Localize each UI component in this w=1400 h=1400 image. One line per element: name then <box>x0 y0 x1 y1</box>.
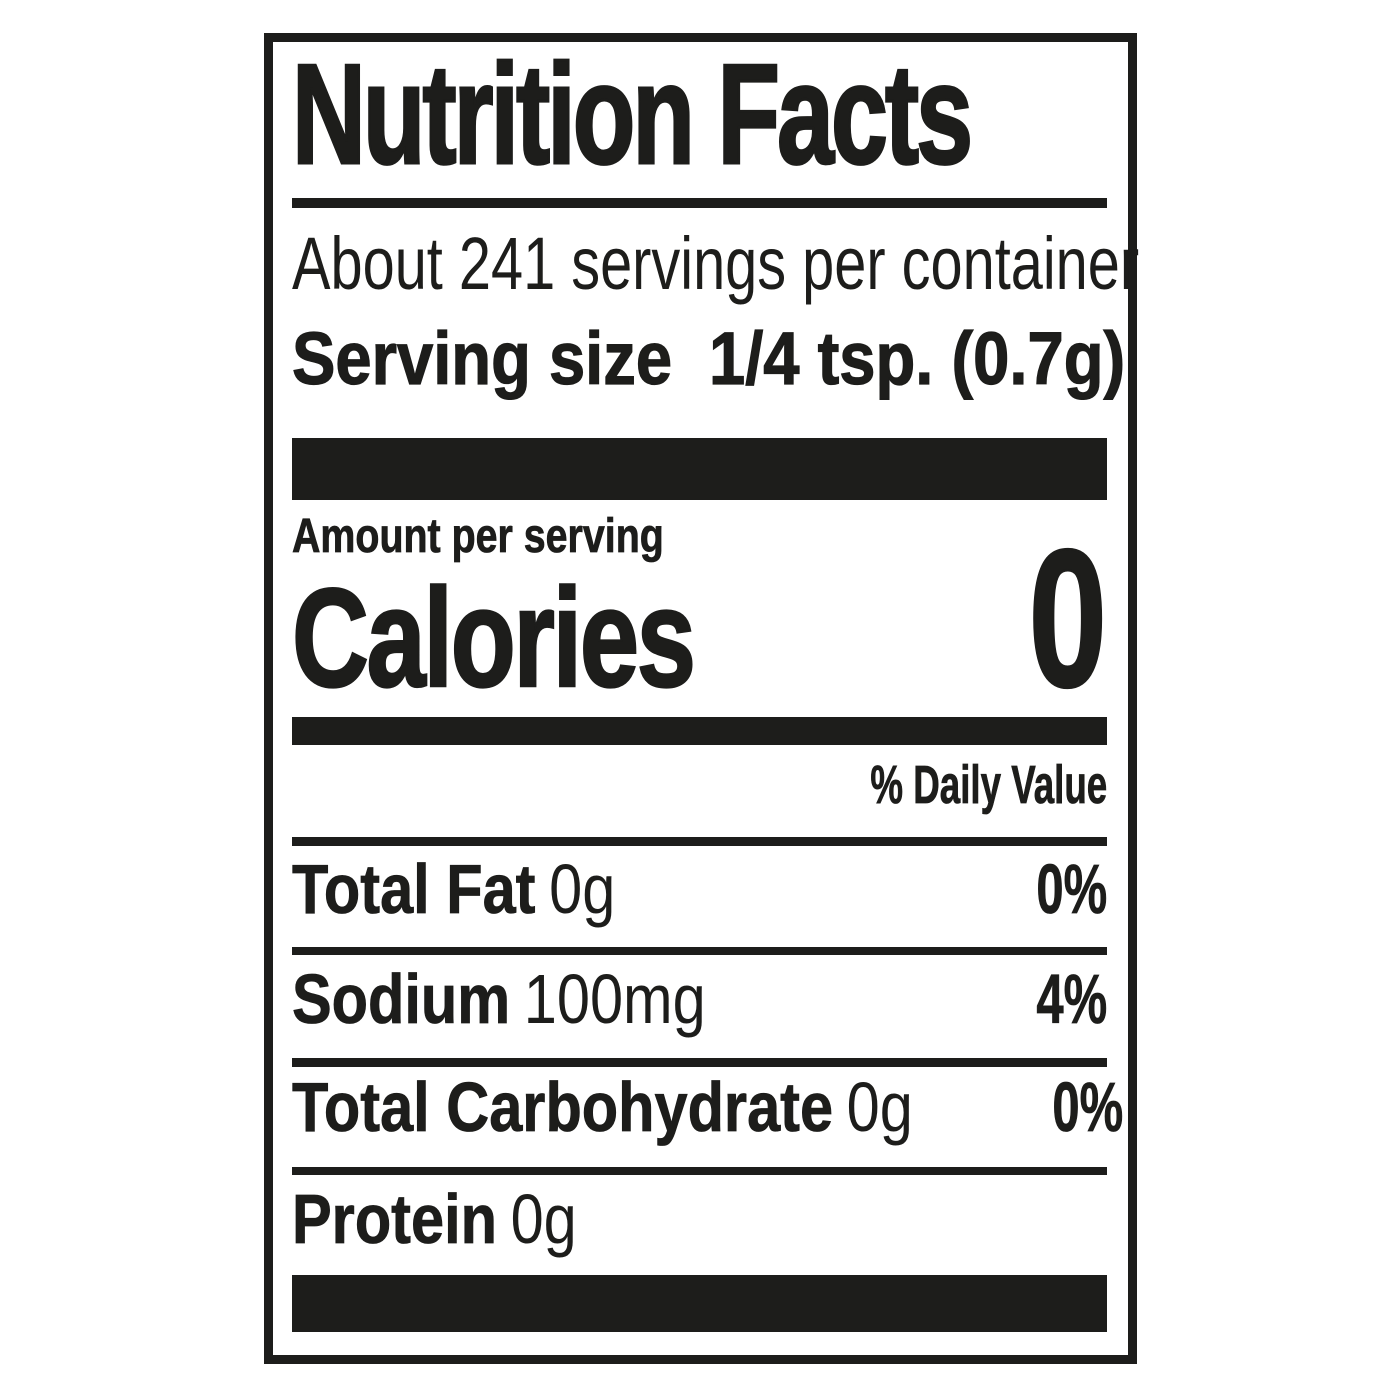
calories-row: Calories 0 <box>291 509 1108 728</box>
serving-size-row: Serving size 1/4 tsp. (0.7g) <box>291 321 1125 396</box>
nutrient-amount: 0g <box>846 1068 913 1146</box>
amount-per-serving-block: Amount per serving <box>292 510 1107 563</box>
nutrient-amount: 100mg <box>523 960 706 1038</box>
nutrition-facts-label: Nutrition Facts About 241 servings per c… <box>264 33 1139 1364</box>
row-separator <box>292 1058 1107 1067</box>
title-rule <box>292 198 1107 208</box>
nutrient-row-protein: Protein 0g <box>292 1184 1107 1255</box>
row-separator <box>292 947 1107 955</box>
serving-size-value: 1/4 tsp. (0.7g) <box>708 317 1126 400</box>
nutrient-name: Total Carbohydrate <box>292 1068 834 1146</box>
nutrient-name: Protein <box>292 1180 498 1258</box>
daily-value-rule <box>292 837 1107 846</box>
nutrient-daily-value: 4% <box>1036 960 1107 1038</box>
serving-size-label: Serving size <box>291 317 673 400</box>
nutrient-daily-value: 0% <box>1052 1068 1124 1146</box>
calories-label: Calories <box>291 559 697 716</box>
amount-per-serving-label: Amount per serving <box>292 510 664 563</box>
nutrient-name: Sodium <box>292 960 511 1038</box>
nutrient-amount: 0g <box>549 850 616 928</box>
row-separator <box>292 1167 1107 1175</box>
nutrient-row-sodium: Sodium 100mg 4% <box>292 960 1108 1038</box>
nutrient-name: Total Fat <box>292 850 536 928</box>
label-title-block: Nutrition Facts <box>291 35 1107 194</box>
servings-per-container-block: About 241 servings per container <box>292 227 1139 301</box>
thick-separator-bottom <box>292 1275 1107 1332</box>
calories-value: 0 <box>1028 509 1108 728</box>
daily-value-header-block: % Daily Value <box>292 755 1107 815</box>
servings-per-container: About 241 servings per container <box>292 222 1140 305</box>
nutrient-daily-value: 0% <box>1036 850 1107 928</box>
nutrient-amount: 0g <box>510 1180 577 1258</box>
thick-separator-top <box>292 438 1107 500</box>
label-title: Nutrition Facts <box>291 35 974 194</box>
calories-separator-bar <box>292 717 1107 745</box>
nutrient-row-total-carbohydrate: Total Carbohydrate 0g 0% <box>292 1072 1124 1143</box>
nutrient-row-total-fat: Total Fat 0g 0% <box>292 850 1108 928</box>
daily-value-header: % Daily Value <box>870 755 1107 815</box>
